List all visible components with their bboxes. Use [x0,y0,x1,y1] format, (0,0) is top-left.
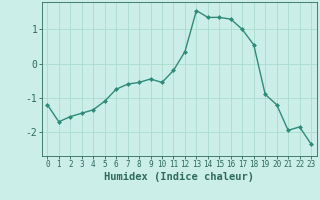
X-axis label: Humidex (Indice chaleur): Humidex (Indice chaleur) [104,172,254,182]
